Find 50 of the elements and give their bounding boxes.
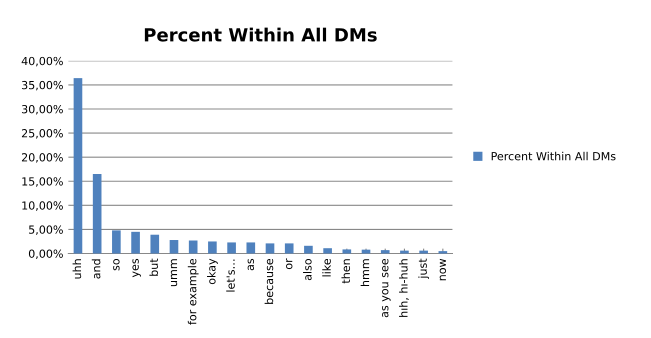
x-tick-label: but — [149, 258, 158, 276]
y-tick-label: 10,00% — [22, 201, 63, 211]
bar — [284, 243, 294, 254]
y-tick-label: 25,00% — [22, 129, 63, 139]
bar — [323, 248, 332, 254]
x-tick-label: so — [113, 258, 120, 270]
bar — [170, 240, 178, 254]
bar — [227, 242, 236, 254]
x-tick-label: as — [248, 258, 254, 270]
bar — [74, 78, 82, 254]
x-tick-label: also — [303, 258, 312, 280]
bar — [112, 230, 121, 254]
y-tick-label: 20,00% — [22, 153, 63, 163]
y-tick-label: 35,00% — [22, 80, 63, 90]
y-tick-label: 5,00% — [29, 225, 63, 235]
bar — [419, 250, 428, 254]
bar — [400, 250, 409, 254]
y-tick-label: 0,00% — [28, 249, 63, 260]
chart-title: Percent Within All DMs — [144, 28, 377, 42]
bar — [342, 249, 352, 254]
y-tick-label: 15,00% — [22, 177, 63, 187]
x-tick-label: okay — [207, 258, 218, 284]
x-tick-label: uhh — [72, 259, 82, 279]
bar — [380, 250, 390, 254]
bar — [246, 242, 256, 254]
y-tick-label: 40,00% — [22, 56, 63, 66]
x-tick-label: yes — [132, 258, 141, 278]
x-tick-label: just — [418, 258, 430, 279]
x-tick-label: umm — [170, 259, 178, 286]
x-tick-label: for example — [188, 258, 199, 325]
x-tick-label: or — [286, 258, 292, 270]
bar — [266, 243, 274, 254]
x-tick-label: let's… — [226, 260, 235, 292]
bar — [92, 174, 102, 254]
x-tick-label: then — [341, 259, 350, 284]
x-tick-label: as you see — [382, 258, 391, 318]
y-tick-label: 30,00% — [22, 104, 63, 115]
bar — [131, 232, 140, 254]
x-tick-label: and — [92, 259, 100, 279]
legend-label: Percent Within All DMs — [492, 152, 616, 160]
bar — [208, 241, 217, 254]
x-tick-label: hıh, hı-huh — [399, 259, 409, 317]
x-tick-label: now — [440, 258, 446, 280]
x-tick-label: because — [264, 258, 274, 304]
bar — [362, 250, 370, 254]
x-tick-label: hmm — [360, 259, 370, 286]
x-tick-label: like — [322, 258, 331, 276]
bar — [188, 240, 198, 254]
bar — [150, 234, 160, 254]
bar — [304, 246, 313, 254]
